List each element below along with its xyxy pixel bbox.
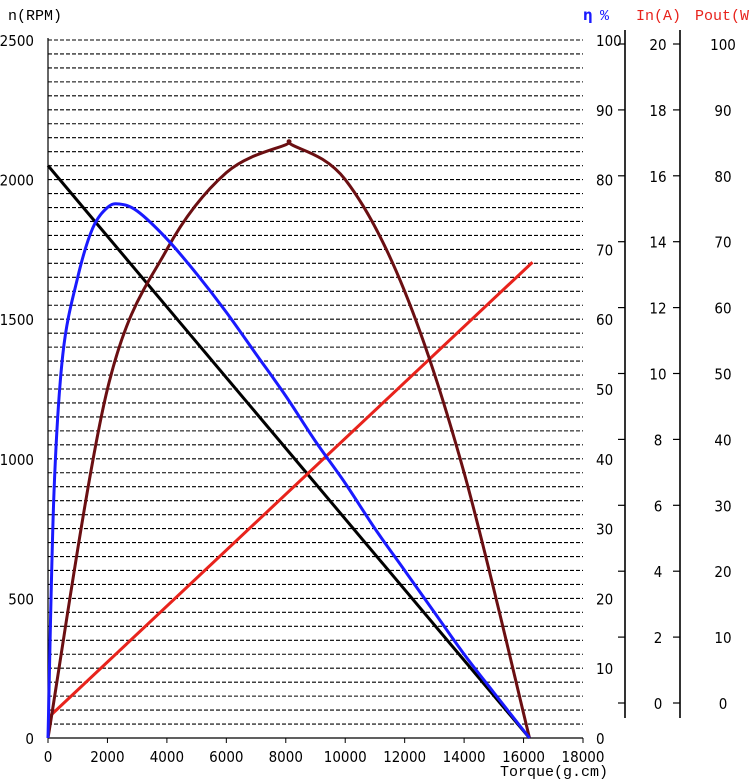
- pout-tick-label: 50: [714, 366, 731, 384]
- pout-tick-label: 60: [714, 300, 731, 318]
- eta-axis-label-unit: %: [600, 8, 610, 25]
- efficiency-curve: [46, 202, 531, 739]
- eta-tick-label: 10: [596, 660, 613, 678]
- current-tick-label: 6: [654, 497, 663, 515]
- pout-tick-label: 90: [714, 102, 731, 120]
- x-tick-label: 16000: [502, 748, 545, 766]
- x-tick-label: 4000: [150, 748, 184, 766]
- labels: n(RPM) η % In(A) Pout(W) Torque(g.cm): [8, 6, 750, 781]
- n-tick-label: 0: [25, 730, 34, 748]
- pout-tick-label: 0: [719, 695, 728, 713]
- current-axis-label: In(A): [636, 8, 681, 25]
- current-tick-label: 20: [649, 36, 666, 54]
- current-tick-label: 10: [649, 366, 666, 384]
- x-tick-label: 18000: [562, 748, 605, 766]
- output-power-curve: [46, 139, 531, 739]
- eta-tick-label: 80: [596, 172, 613, 190]
- n-tick-label: 500: [8, 590, 34, 608]
- eta-tick-label: 40: [596, 451, 613, 469]
- eta-tick-label: 50: [596, 381, 613, 399]
- x-tick-label: 14000: [443, 748, 486, 766]
- n-tick-label: 1500: [0, 311, 34, 329]
- x-tick-label: 6000: [209, 748, 243, 766]
- pout-tick-label: 30: [714, 497, 731, 515]
- current-tick-label: 14: [649, 234, 666, 252]
- pout-tick-label: 70: [714, 234, 731, 252]
- axes: 0 2000 4000 6000 8000 10000 12000 14000 16000 180…: [0, 30, 736, 766]
- current-tick-label: 8: [654, 431, 663, 449]
- x-tick-label: 12000: [383, 748, 426, 766]
- grid: [48, 39, 583, 739]
- n-tick-label: 2000: [0, 172, 34, 190]
- pout-tick-label: 80: [714, 168, 731, 186]
- n-tick-label: 1000: [0, 451, 34, 469]
- n-tick-label: 2500: [0, 32, 34, 50]
- eta-tick-label: 20: [596, 590, 613, 608]
- current-tick-label: 12: [649, 300, 666, 318]
- eta-tick-label: 0: [596, 730, 605, 748]
- current-tick-label: 4: [654, 563, 663, 581]
- pout-axis-label: Pout(W): [695, 8, 750, 25]
- eta-tick-label: 90: [596, 102, 613, 120]
- current-tick-label: 2: [654, 629, 663, 647]
- current-tick-label: 16: [649, 168, 666, 186]
- n-axis-label: n(RPM): [8, 8, 62, 25]
- eta-axis-label-symbol: η: [583, 6, 593, 24]
- pout-tick-label: 40: [714, 431, 731, 449]
- x-axis-label: Torque(g.cm): [500, 764, 608, 781]
- x-tick-label: 10000: [324, 748, 367, 766]
- pout-tick-label: 100: [710, 36, 736, 54]
- eta-tick-label: 100: [596, 32, 622, 50]
- eta-tick-label: 60: [596, 311, 613, 329]
- speed-curve: [46, 164, 531, 739]
- pout-tick-label: 10: [714, 629, 731, 647]
- current-tick-label: 18: [649, 102, 666, 120]
- x-tick-label: 8000: [269, 748, 303, 766]
- eta-tick-label: 30: [596, 521, 613, 539]
- pout-tick-label: 20: [714, 563, 731, 581]
- x-tick-label: 0: [44, 748, 53, 766]
- series-layer: [46, 139, 534, 739]
- current-curve: [46, 261, 534, 719]
- current-tick-label: 0: [654, 695, 663, 713]
- eta-tick-label: 70: [596, 241, 613, 259]
- x-tick-label: 2000: [90, 748, 124, 766]
